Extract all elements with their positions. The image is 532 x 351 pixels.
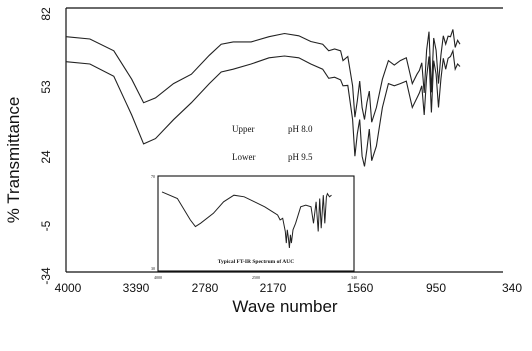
x-tick-label-4000: 4000 bbox=[55, 281, 82, 295]
y-tick-label-minus34: -34 bbox=[39, 267, 53, 285]
inset-x-tick-mid: 2500 bbox=[252, 275, 260, 280]
inset-x-tick-left: 4000 bbox=[154, 275, 162, 280]
y-axis-title: % Transmittance bbox=[4, 97, 23, 224]
inset-caption: Typical FT-IR Spectrum of AUC bbox=[218, 259, 294, 265]
x-axis-title: Wave number bbox=[232, 297, 338, 316]
x-tick-label-3390: 3390 bbox=[123, 281, 150, 295]
x-tick-label-1560: 1560 bbox=[347, 281, 374, 295]
legend-lower-label: Lower bbox=[232, 152, 256, 162]
series-upper-ph-8-line bbox=[66, 29, 460, 122]
inset-y-tick-bottom: 30 bbox=[151, 266, 155, 271]
y-tick-label-minus5: -5 bbox=[39, 220, 53, 231]
x-tick-label-2780: 2780 bbox=[192, 281, 219, 295]
legend-upper-label: Upper bbox=[232, 124, 255, 134]
inset-chart: 70 30 4000 2500 340 Typical FT-IR Spectr… bbox=[151, 174, 357, 280]
x-tick-label-2170: 2170 bbox=[260, 281, 287, 295]
y-tick-label-82: 82 bbox=[39, 7, 53, 21]
x-tick-label-950: 950 bbox=[426, 281, 446, 295]
y-tick-label-24: 24 bbox=[39, 150, 53, 164]
legend-lower-value: pH 9.5 bbox=[288, 152, 313, 162]
y-tick-label-53: 53 bbox=[39, 80, 53, 94]
legend-upper-value: pH 8.0 bbox=[288, 124, 313, 134]
inset-y-tick-top: 70 bbox=[151, 174, 155, 179]
inset-frame bbox=[158, 176, 354, 271]
x-tick-label-340: 340 bbox=[502, 281, 522, 295]
legend-lower: Lower pH 9.5 bbox=[232, 152, 313, 162]
inset-x-tick-right: 340 bbox=[351, 275, 357, 280]
legend-upper: Upper pH 8.0 bbox=[232, 124, 313, 134]
